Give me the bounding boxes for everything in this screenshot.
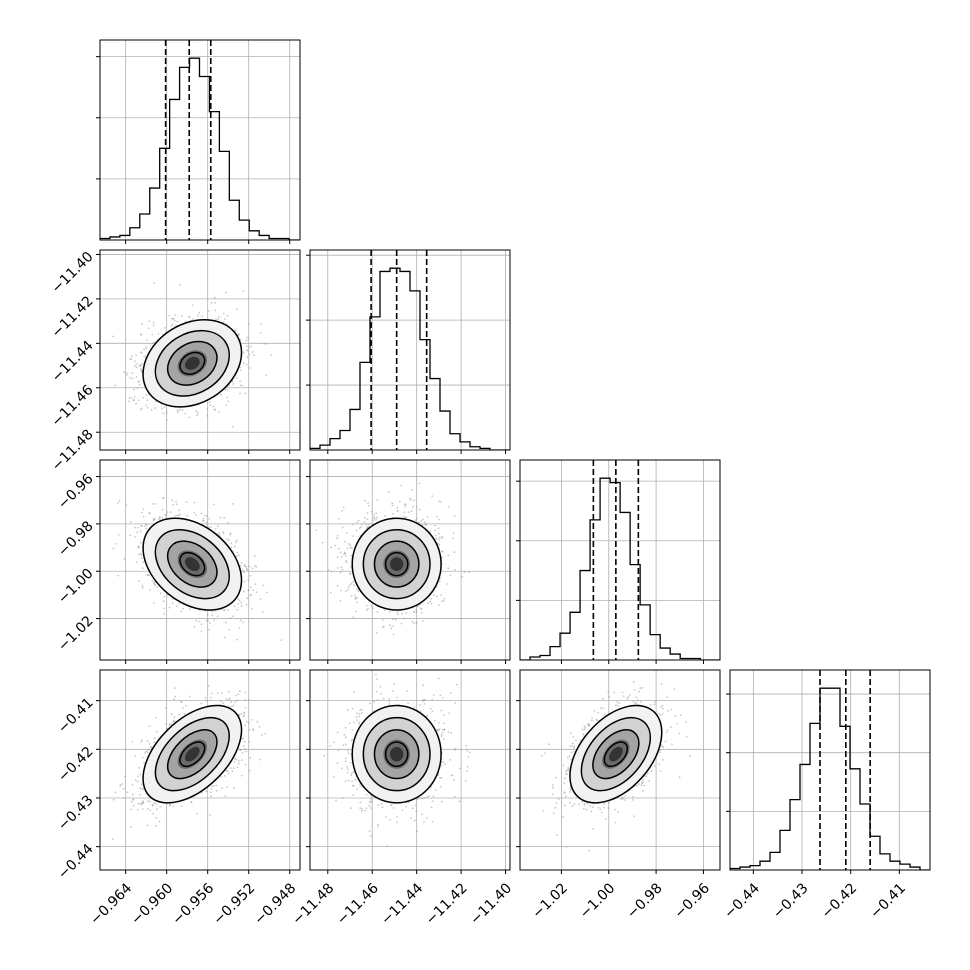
- histogram-panel-1: [96, 39, 301, 244]
- contour-line: [384, 741, 409, 768]
- density-panel-3-4: [516, 669, 721, 874]
- y-tick-label: −0.42: [55, 744, 97, 786]
- axes-frame: [99, 249, 301, 451]
- y-tick-label: −11.42: [49, 293, 97, 341]
- contour-line: [351, 704, 442, 804]
- contour-line: [569, 704, 663, 804]
- x-tick-label: −11.40: [467, 880, 515, 928]
- y-tick-label: −0.98: [55, 518, 97, 560]
- x-tick-label: −0.96: [671, 880, 713, 922]
- contour-line: [179, 351, 206, 375]
- density-panel-2-4: [306, 669, 511, 874]
- y-tick-label: −0.43: [55, 792, 97, 834]
- contour-line: [154, 329, 230, 397]
- y-tick-label: −11.48: [49, 427, 97, 475]
- y-tick-label: −11.46: [49, 382, 97, 430]
- contour-line: [179, 551, 206, 577]
- x-tick-label: −0.952: [210, 880, 258, 928]
- contour-line: [603, 741, 629, 768]
- contour-line: [373, 540, 420, 588]
- contour-line: [373, 729, 420, 780]
- histogram-panel-4: [726, 669, 931, 874]
- contour-line: [142, 319, 243, 408]
- x-tick-label: −0.42: [819, 880, 861, 922]
- density-panel-1-2: [96, 249, 301, 454]
- axes-frame: [99, 39, 301, 241]
- x-tick-label: −0.98: [624, 880, 666, 922]
- axes-frame: [519, 459, 721, 661]
- contour-line: [166, 540, 218, 588]
- y-tick-label: −11.40: [49, 249, 97, 297]
- density-panel-1-3: [96, 459, 301, 664]
- density-fill: [608, 746, 623, 762]
- y-tick-label: −0.41: [55, 695, 97, 737]
- x-tick-label: −0.43: [770, 880, 812, 922]
- contour-line: [362, 528, 431, 600]
- x-tick-label: −11.46: [334, 880, 382, 928]
- x-tick-label: −11.42: [423, 880, 471, 928]
- contour-line: [166, 340, 218, 386]
- axes-frame: [729, 669, 931, 871]
- y-tick-label: −0.44: [55, 841, 97, 883]
- axes-frame: [99, 669, 301, 871]
- density-panel-1-4: [96, 669, 301, 874]
- contour-line: [166, 729, 218, 780]
- x-tick-label: −1.00: [577, 880, 619, 922]
- histogram-panel-3: [516, 459, 721, 664]
- contour-line: [142, 704, 243, 804]
- x-tick-label: −0.960: [128, 880, 176, 928]
- contour-line: [154, 528, 230, 600]
- contour-line: [580, 716, 652, 792]
- contour-line: [142, 517, 243, 611]
- density-fill: [184, 746, 200, 762]
- contour-line: [179, 741, 206, 768]
- x-tick-label: −11.48: [289, 880, 337, 928]
- density-panel-2-3: [306, 459, 511, 664]
- histogram-step: [310, 267, 510, 450]
- density-fill: [389, 557, 404, 572]
- histogram-step: [520, 477, 720, 660]
- histogram-step: [100, 57, 299, 240]
- histogram-panel-2: [306, 249, 511, 454]
- x-tick-label: −1.02: [529, 880, 571, 922]
- y-tick-label: −1.02: [55, 613, 97, 655]
- density-fill: [184, 557, 200, 572]
- contour-line: [154, 716, 230, 792]
- y-tick-label: −1.00: [55, 566, 97, 608]
- axes-frame: [309, 249, 511, 451]
- axes-frame: [99, 459, 301, 661]
- axes-frame: [309, 459, 511, 661]
- x-tick-label: −0.964: [87, 880, 135, 928]
- y-tick-label: −11.44: [49, 338, 97, 386]
- density-fill: [389, 746, 404, 762]
- contour-line: [592, 729, 640, 780]
- x-tick-label: −11.44: [378, 880, 426, 928]
- histogram-step: [730, 687, 930, 870]
- axes-frame: [519, 669, 721, 871]
- axes-frame: [309, 669, 511, 871]
- x-tick-label: −0.41: [867, 880, 909, 922]
- y-tick-label: −0.96: [55, 471, 97, 513]
- density-fill: [184, 356, 200, 370]
- x-tick-label: −0.44: [721, 880, 763, 922]
- contour-line: [351, 517, 442, 611]
- x-tick-label: −0.956: [169, 880, 217, 928]
- contour-line: [362, 716, 431, 792]
- contour-line: [384, 551, 409, 577]
